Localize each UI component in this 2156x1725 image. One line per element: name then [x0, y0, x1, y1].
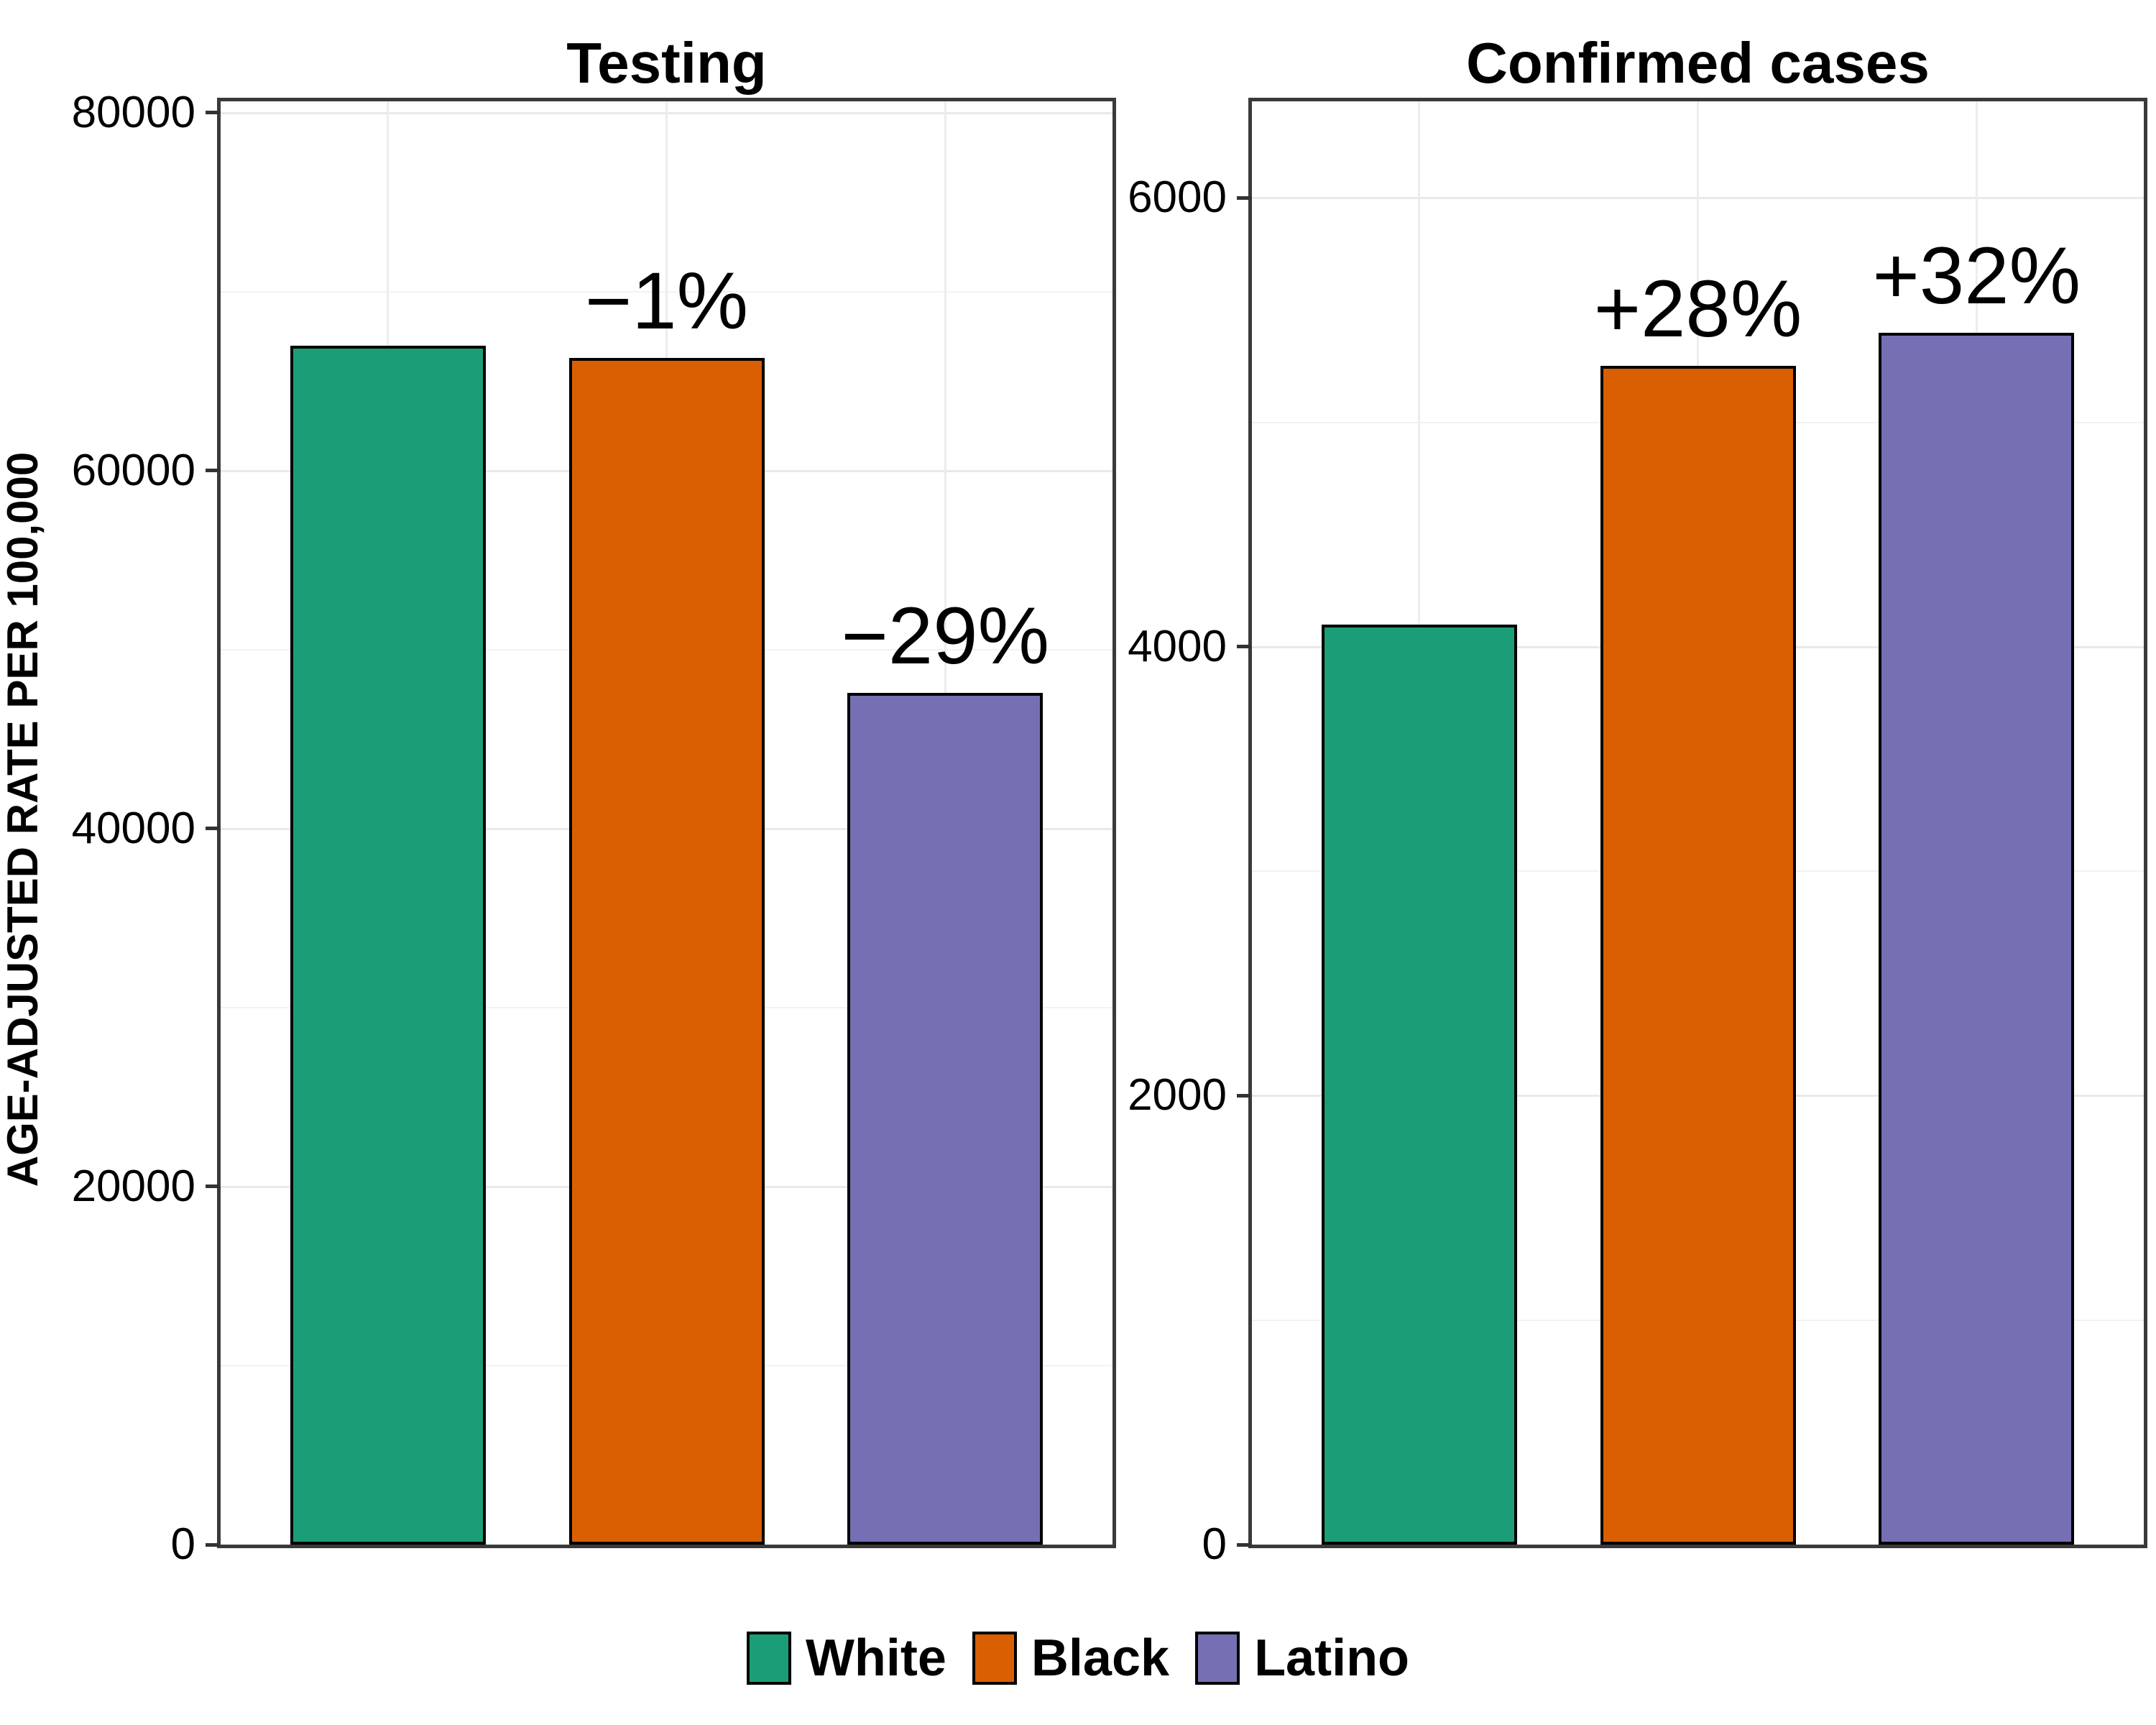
legend-item-latino: Latino [1195, 1629, 1409, 1688]
y-tick-label: 20000 [71, 1161, 195, 1211]
y-tick-mark [206, 111, 220, 115]
y-tick-label: 0 [170, 1519, 195, 1569]
bar-label-black: +28% [1593, 264, 1802, 354]
legend-label-latino: Latino [1254, 1629, 1410, 1687]
y-tick-label: 0 [1202, 1519, 1227, 1569]
y-tick-mark [206, 1184, 220, 1189]
y-tick-label: 2000 [1128, 1070, 1227, 1121]
legend-key-black-swatch [972, 1632, 1017, 1685]
bar-latino [847, 692, 1044, 1545]
y-tick-label: 60000 [71, 445, 195, 495]
legend-key-latino-swatch [1195, 1632, 1240, 1685]
y-tick-label: 40000 [71, 803, 195, 853]
bar-label-latino: +32% [1872, 230, 2081, 321]
bar-latino [1879, 332, 2075, 1545]
panel-confirmed-cases: +28% +32% [1248, 98, 2147, 1548]
y-tick-mark [206, 469, 220, 473]
y-tick-mark [206, 1542, 220, 1547]
bar-white [290, 345, 486, 1545]
legend-item-black: Black [972, 1629, 1169, 1688]
legend-key-white-swatch [746, 1632, 791, 1685]
bar-black [568, 358, 765, 1545]
y-tick-label: 6000 [1128, 172, 1227, 223]
y-tick-mark [1237, 1093, 1251, 1098]
y-tick-label: 80000 [71, 87, 195, 137]
legend-label-white: White [805, 1629, 946, 1687]
bar-black [1600, 366, 1796, 1545]
y-tick-label: 4000 [1128, 621, 1227, 671]
bar-label-black: −1% [584, 256, 749, 346]
y-tick-mark [1237, 645, 1251, 649]
bar-label-latino: −29% [841, 590, 1050, 681]
y-tick-mark [1237, 1542, 1251, 1547]
legend-item-white: White [746, 1629, 946, 1688]
bar-white [1321, 624, 1517, 1545]
legend: White Black Latino [0, 1629, 2156, 1688]
panel-testing: −1% −29% [217, 98, 1116, 1548]
panel-title-testing: Testing [566, 31, 767, 95]
panel-title-confirmed-cases: Confirmed cases [1466, 31, 1930, 95]
y-tick-mark [206, 827, 220, 831]
y-tick-mark [1237, 196, 1251, 200]
legend-label-black: Black [1031, 1629, 1170, 1687]
